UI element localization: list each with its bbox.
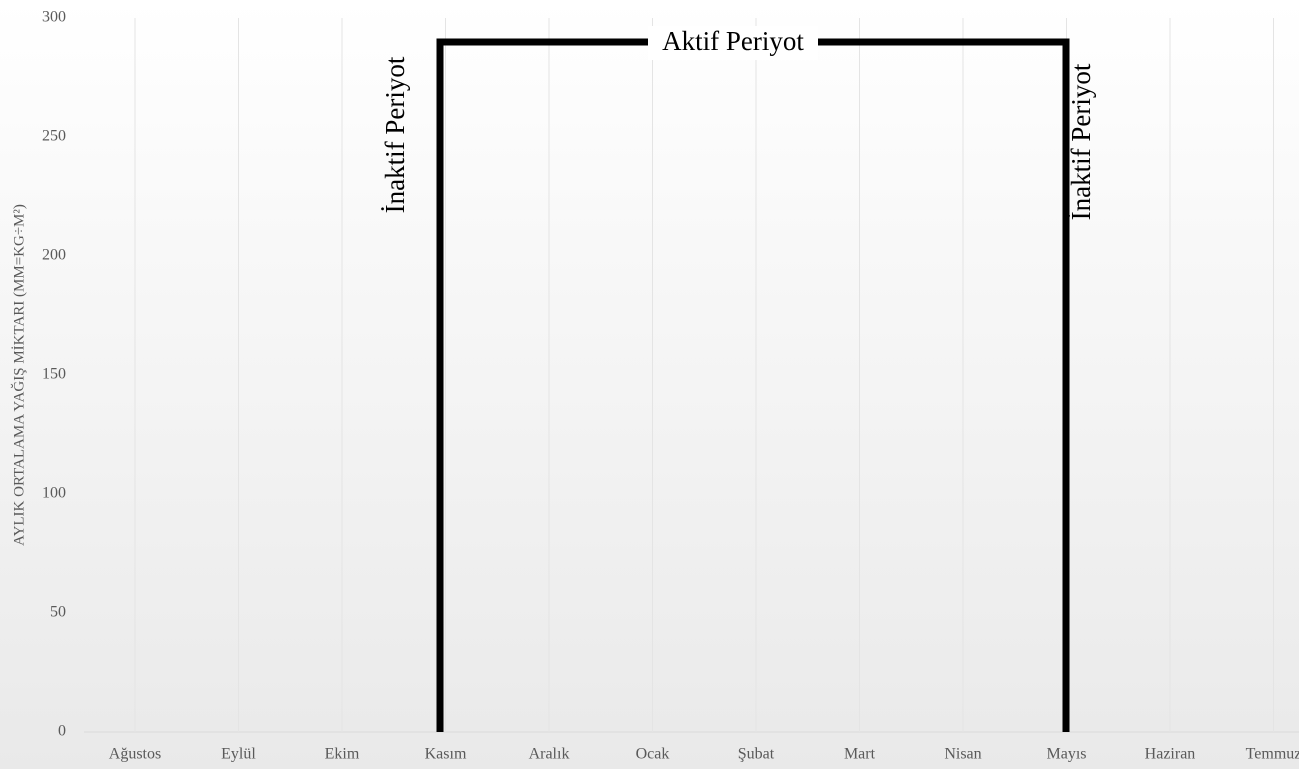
x-tick-label: Haziran (1145, 746, 1196, 763)
y-tick-label: 150 (42, 366, 66, 383)
y-tick-label: 0 (58, 723, 66, 740)
x-tick-label: Şubat (738, 746, 775, 763)
x-tick-label: Mart (844, 746, 876, 763)
x-tick-label: Aralık (529, 746, 570, 763)
x-tick-label: Mayıs (1047, 746, 1087, 763)
x-tick-label: Ocak (636, 746, 670, 763)
x-tick-label: Ekim (325, 746, 360, 763)
y-tick-label: 50 (50, 604, 66, 621)
x-tick-label: Nisan (944, 746, 981, 763)
x-tick-label: Kasım (425, 746, 467, 763)
label-backdrop (648, 26, 818, 60)
y-tick-label: 250 (42, 128, 66, 145)
x-tick-label: Ağustos (109, 746, 161, 763)
y-axis-label: AYLIK ORTALAMA YAĞIŞ MİKTARI (MM=KG÷M²) (10, 204, 27, 546)
annotation: İnaktif Periyot (1066, 63, 1096, 220)
y-tick-label: 200 (42, 247, 66, 264)
annotation: İnaktif Periyot (380, 56, 410, 213)
x-tick-label: Temmuz (1246, 746, 1299, 763)
x-tick-label: Eylül (221, 746, 256, 763)
y-tick-label: 300 (42, 9, 66, 26)
annotation: Aktif Periyot (662, 26, 804, 56)
y-tick-label: 100 (42, 485, 66, 502)
